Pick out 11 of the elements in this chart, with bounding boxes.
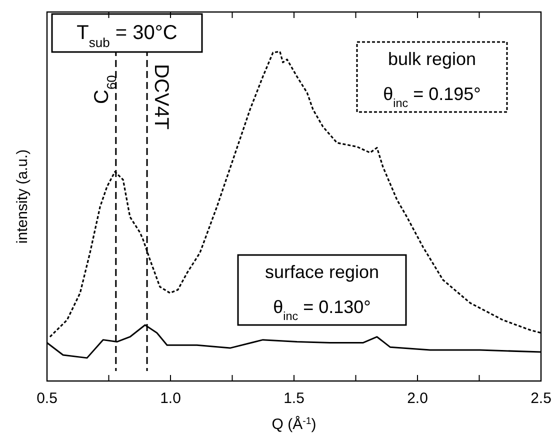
annotation: bulk region θ$_{inc}$ = 0.195° <box>383 48 481 110</box>
x-tick-label: 2.5 <box>530 390 552 407</box>
y-axis-title: intensity (a.u.) <box>14 149 31 244</box>
x-axis-title: Q (Å$^{-1}$) <box>272 415 316 433</box>
text: T$_{sub}$ = 30°C <box>76 22 178 50</box>
ref-line-label: DCV4T <box>150 64 172 130</box>
annotation: surface region θ$_{inc}$ = 0.130° <box>264 262 380 322</box>
x-tick-label: 1.0 <box>160 390 181 407</box>
x-tick-label: 1.5 <box>284 390 304 407</box>
x-tick-label: 0.5 <box>36 390 58 407</box>
x-tick-label: 2.0 <box>407 390 428 407</box>
